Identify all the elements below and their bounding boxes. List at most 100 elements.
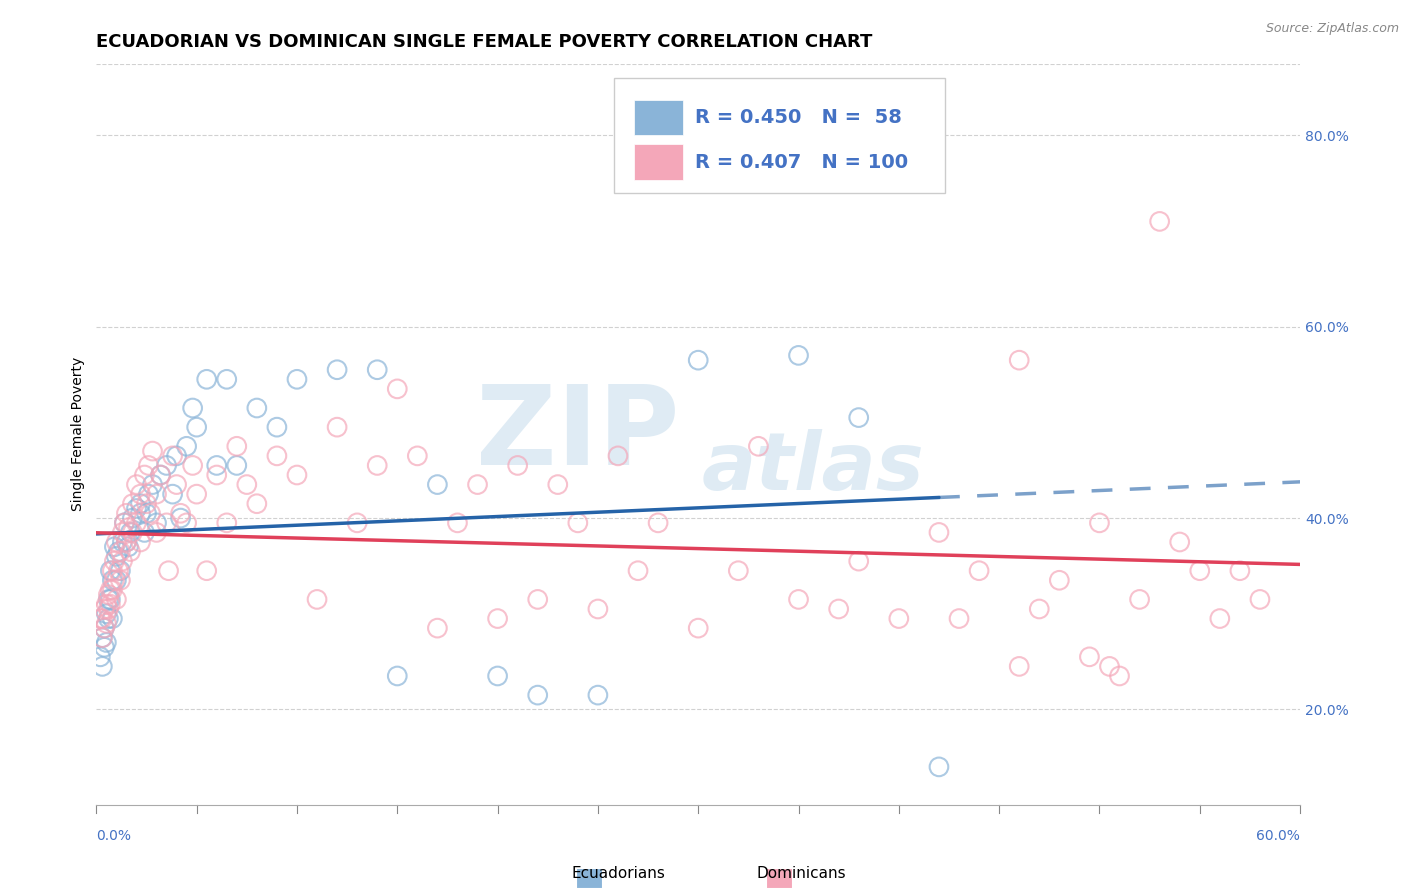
Point [103,540,125,554]
Point [129,487,152,501]
Point [120,544,142,558]
Point [89,611,111,625]
Point [121,511,143,525]
FancyBboxPatch shape [634,145,682,180]
Point [486,611,509,625]
Point [93,602,115,616]
Point [827,602,849,616]
Point [928,525,950,540]
Point [101,574,124,588]
Point [93,621,115,635]
Point [135,506,157,520]
Point [225,439,247,453]
Point [387,382,409,396]
Point [727,564,749,578]
Text: Source: ZipAtlas.com: Source: ZipAtlas.com [1265,22,1399,36]
Point [96,616,118,631]
Point [1209,611,1232,625]
Point [366,363,388,377]
Point [326,420,349,434]
Point [787,348,810,362]
Point [138,458,160,473]
Point [125,516,148,530]
Point [125,501,148,516]
Point [149,468,172,483]
Point [121,497,143,511]
Point [125,477,148,491]
Point [486,669,509,683]
Point [176,439,198,453]
Point [114,516,136,530]
Point [181,458,204,473]
Point [141,477,163,491]
Point [366,458,388,473]
Point [96,635,118,649]
Point [1149,214,1171,228]
Point [129,497,152,511]
Point [848,554,870,568]
Point [285,372,308,386]
Point [246,401,269,415]
Point [586,688,609,702]
Point [166,449,188,463]
Point [887,611,910,625]
Point [1078,649,1101,664]
Point [225,458,247,473]
Point [215,516,238,530]
Point [110,564,132,578]
Text: 0.0%: 0.0% [97,829,131,843]
Point [117,521,139,535]
Y-axis label: Single Female Poverty: Single Female Poverty [72,357,86,511]
Point [426,477,449,491]
Point [215,372,238,386]
Point [100,564,122,578]
Point [135,497,157,511]
Point [547,477,569,491]
Point [326,363,349,377]
FancyBboxPatch shape [614,78,945,194]
Point [110,544,132,558]
Point [105,535,128,549]
Text: atlas: atlas [702,429,924,507]
Point [967,564,990,578]
Point [129,535,152,549]
Text: R = 0.450   N =  58: R = 0.450 N = 58 [695,108,901,128]
Point [120,525,142,540]
Point [1188,564,1211,578]
Point [111,554,134,568]
Point [387,669,409,683]
Point [103,554,125,568]
Point [115,535,138,549]
Point [305,592,328,607]
Point [406,449,429,463]
Point [134,525,156,540]
Point [787,592,810,607]
Point [111,525,134,540]
Text: ZIP: ZIP [477,381,679,488]
Point [134,468,156,483]
Point [101,611,124,625]
Point [446,516,468,530]
Point [1088,516,1111,530]
Point [948,611,970,625]
Point [155,516,177,530]
Point [97,611,120,625]
Point [100,597,122,611]
Point [101,582,124,597]
Point [97,602,120,616]
Point [115,506,138,520]
Point [89,649,111,664]
Point [93,640,115,655]
Point [928,760,950,774]
Point [1008,659,1031,673]
Point [586,602,609,616]
Text: Ecuadorians: Ecuadorians [572,866,665,881]
Point [747,439,769,453]
Point [186,420,208,434]
Point [145,516,167,530]
Point [105,574,128,588]
Point [145,525,167,540]
Point [186,487,208,501]
Point [1028,602,1050,616]
Point [141,444,163,458]
